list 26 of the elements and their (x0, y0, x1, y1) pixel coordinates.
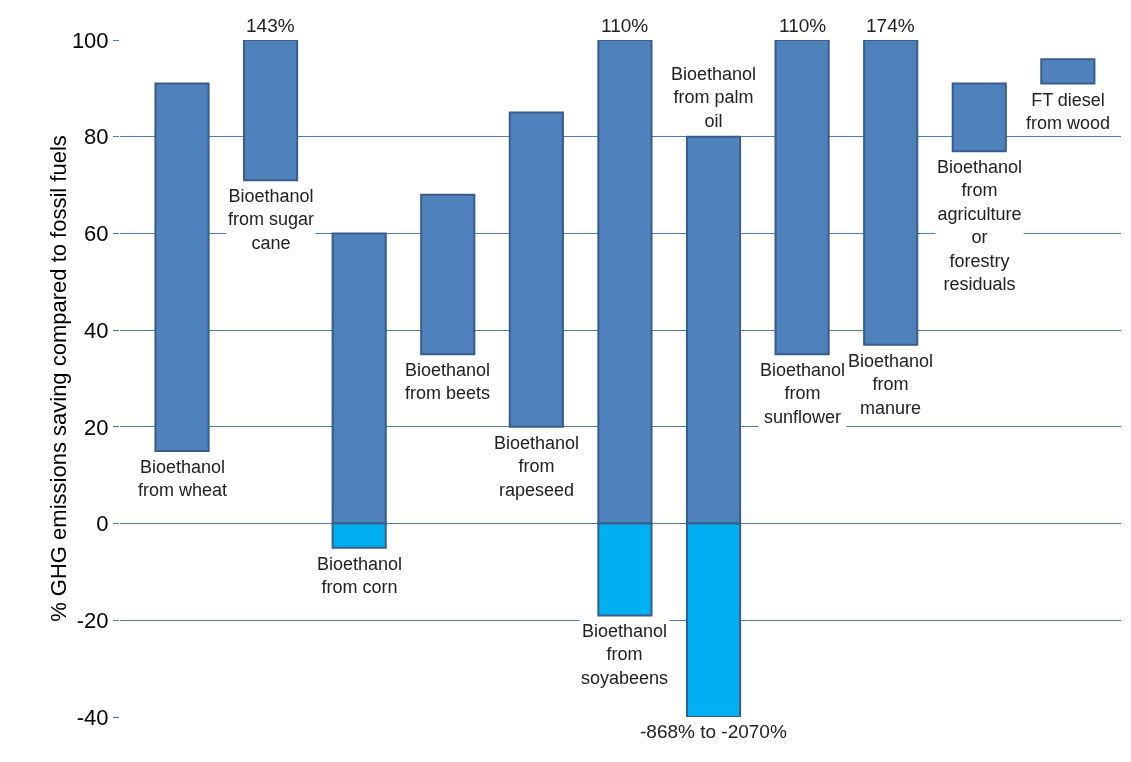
annotation: 110% (601, 15, 649, 36)
y-tick-label: 80 (84, 124, 109, 150)
x-tick-label: FT diesel from wood (1026, 90, 1111, 134)
y-tick-label: -40 (76, 704, 109, 730)
y-tick-label: 20 (84, 414, 109, 440)
y-axis-title: % GHG emissions saving compared to fossil fuels (46, 135, 71, 622)
x-tick-label: Bioethanol from beets (405, 360, 491, 404)
x-tick-label: Bioethanol from rapeseed (494, 433, 580, 500)
x-tick-label: Bioethanol from sunflower (760, 360, 846, 427)
annotation: 110% (779, 15, 827, 36)
x-tick-label: Bioethanol from palm oil (671, 64, 757, 131)
x-tick-label: Bioethanol from sugar cane (228, 186, 315, 253)
y-tick-label: 40 (84, 317, 109, 343)
x-tick-label: Bioethanol from agriculture or forestry residuals (937, 157, 1023, 294)
annotation: 174% (866, 15, 915, 36)
bar (1040, 58, 1096, 85)
x-tick-label: Bioethanol from soyabeens (581, 621, 669, 688)
y-tick-label: -20 (76, 607, 109, 633)
y-tick-label: 100 (71, 27, 109, 53)
annotation: -868% to -2070% (640, 721, 787, 742)
y-tick-label: 60 (84, 221, 109, 247)
y-tick-label: 0 (96, 511, 109, 537)
x-tick-label: Bioethanol from corn (317, 554, 403, 598)
x-tick-label: Bioethanol from manure (848, 351, 934, 418)
annotation: 143% (246, 15, 295, 36)
x-tick-label: Bioethanol from wheat (138, 457, 228, 501)
